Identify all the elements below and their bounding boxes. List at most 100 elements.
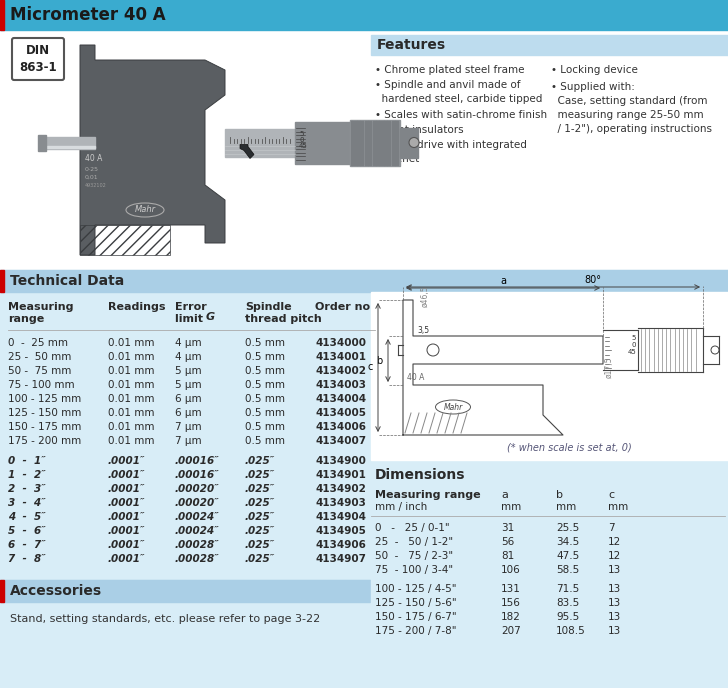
Text: 0.5 mm: 0.5 mm [245,352,285,362]
Text: 4134004: 4134004 [315,394,366,404]
Text: ø46,5: ø46,5 [421,286,430,307]
Bar [394,120,396,164]
Bar [392,120,393,164]
Bar [357,120,358,164]
Text: .025″: .025″ [245,498,275,508]
Text: a: a [501,490,508,500]
Text: 0.5 mm: 0.5 mm [245,394,285,404]
Bar [371,462,728,688]
Text: 4134907: 4134907 [315,554,366,564]
Bar [373,120,374,164]
Text: 3,5: 3,5 [417,326,429,335]
Text: 4134900: 4134900 [315,456,366,466]
Text: 4134005: 4134005 [315,408,366,418]
Text: b: b [556,490,563,500]
Text: 40 A: 40 A [85,154,103,163]
Text: Spindle
thread pitch: Spindle thread pitch [245,302,322,325]
Text: 34.5: 34.5 [556,537,579,547]
Text: mm: mm [556,502,577,512]
Text: 13: 13 [608,612,621,622]
Text: 0.5 mm: 0.5 mm [245,366,285,376]
Text: 175 - 200 / 7-8": 175 - 200 / 7-8" [375,626,456,636]
Text: .00020″: .00020″ [175,484,220,494]
Text: 83.5: 83.5 [556,598,579,608]
Text: • Chrome plated steel frame: • Chrome plated steel frame [375,65,524,75]
Text: Technical Data: Technical Data [10,274,124,288]
Text: Features: Features [377,38,446,52]
Text: 7 μm: 7 μm [175,422,202,432]
Text: DIN
863-1: DIN 863-1 [19,44,57,74]
Text: 4 μm: 4 μm [175,338,202,348]
Text: • Rapid drive with integrated
  ratchet: • Rapid drive with integrated ratchet [375,140,527,164]
Text: 50 -  75 mm: 50 - 75 mm [8,366,71,376]
Text: 0  -  25 mm: 0 - 25 mm [8,338,68,348]
Text: 4134905: 4134905 [315,526,366,536]
Text: 0: 0 [299,136,304,142]
Text: 45: 45 [628,349,636,355]
Bar [400,127,418,158]
Text: Mahr: Mahr [135,206,156,215]
Text: 4134007: 4134007 [315,436,366,446]
Text: 5: 5 [632,335,636,341]
Text: Micrometer 40 A: Micrometer 40 A [10,6,166,24]
Text: 5 μm: 5 μm [175,380,202,390]
Text: .00020″: .00020″ [175,498,220,508]
Polygon shape [240,144,254,158]
Text: .025″: .025″ [245,470,275,480]
Text: 0  -  1″: 0 - 1″ [8,456,46,466]
Text: .00028″: .00028″ [175,540,220,550]
Text: 4  -  5″: 4 - 5″ [8,512,46,522]
Text: • Heat insulators: • Heat insulators [375,125,464,135]
Bar [0,0,728,30]
Text: 81: 81 [501,551,514,561]
Text: 4134002: 4134002 [315,366,366,376]
Text: 0.01 mm: 0.01 mm [108,408,154,418]
Text: 182: 182 [501,612,521,622]
Text: .00024″: .00024″ [175,512,220,522]
Bar [367,120,368,164]
Bar [351,120,352,164]
Bar [378,120,379,164]
Text: Stand, setting standards, etc. please refer to page 3-22: Stand, setting standards, etc. please re… [10,614,320,624]
Bar [295,122,350,164]
Bar [350,120,400,166]
Text: 12: 12 [608,537,621,547]
Text: Dimensions: Dimensions [375,468,465,482]
Text: 25  -   50 / 1-2": 25 - 50 / 1-2" [375,537,453,547]
Bar [40,136,95,149]
Bar [0,270,4,292]
Text: 12: 12 [608,551,621,561]
Bar [371,35,728,55]
Text: 7 μm: 7 μm [175,436,202,446]
Text: .025″: .025″ [245,554,275,564]
Text: .0001″: .0001″ [108,554,146,564]
Text: .0001″: .0001″ [108,540,146,550]
Text: 4134901: 4134901 [315,470,366,480]
Text: 47.5: 47.5 [556,551,579,561]
Text: b: b [376,356,382,365]
Text: 125 - 150 mm: 125 - 150 mm [8,408,82,418]
Text: Accessories: Accessories [10,584,102,598]
Text: .0001″: .0001″ [108,470,146,480]
Bar [0,580,370,602]
Bar [376,120,377,164]
Text: G: G [206,312,215,322]
Text: 71.5: 71.5 [556,584,579,594]
Text: 58.5: 58.5 [556,565,579,575]
Text: 4134902: 4134902 [315,484,366,494]
Text: 50  -   75 / 2-3": 50 - 75 / 2-3" [375,551,453,561]
Text: 7  -  8″: 7 - 8″ [8,554,46,564]
Text: .0001″: .0001″ [108,498,146,508]
Text: .0001″: .0001″ [108,456,146,466]
Text: 40 A: 40 A [407,373,424,382]
Text: 100 - 125 / 4-5": 100 - 125 / 4-5" [375,584,456,594]
Text: 0.5 mm: 0.5 mm [245,408,285,418]
Bar [38,134,46,151]
Text: Measuring
range: Measuring range [8,302,74,325]
Polygon shape [80,45,225,255]
Text: • Spindle and anvil made of
  hardened steel, carbide tipped: • Spindle and anvil made of hardened ste… [375,80,542,104]
Text: Error
limit: Error limit [175,302,207,325]
Text: 4134903: 4134903 [315,498,366,508]
Text: 156: 156 [501,598,521,608]
Text: • Scales with satin-chrome finish: • Scales with satin-chrome finish [375,110,547,120]
